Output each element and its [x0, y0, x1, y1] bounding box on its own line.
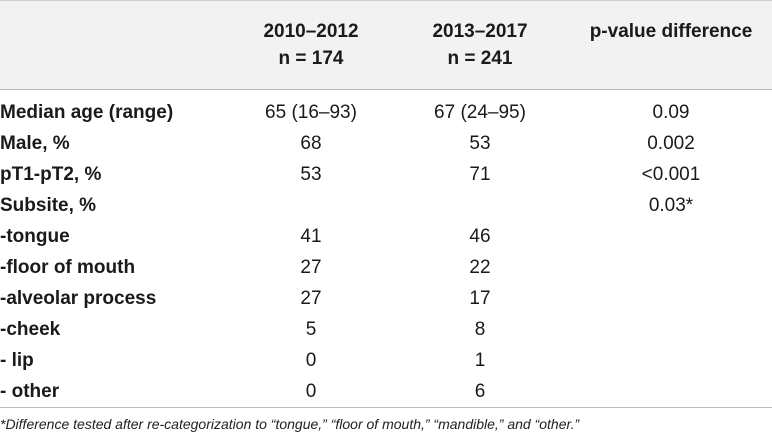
- table-row: -cheek 5 8: [0, 314, 772, 345]
- header-period-2010-2012-n: n = 174: [278, 48, 344, 69]
- cell-p-value: 0.03*: [648, 195, 694, 216]
- row-label: Subsite, %: [0, 195, 97, 216]
- table-row: - other 0 6: [0, 376, 772, 407]
- header-period-2013-2017-years: 2013–2017: [432, 21, 528, 42]
- cell-2013-2017: 53: [469, 133, 491, 154]
- table-row: - lip 0 1: [0, 345, 772, 376]
- row-label: -floor of mouth: [0, 257, 136, 278]
- cell-p-value: <0.001: [641, 164, 701, 185]
- row-label: -tongue: [0, 226, 70, 247]
- table-row: -alveolar process 27 17: [0, 283, 772, 314]
- cell-2010-2012: 0: [305, 350, 317, 371]
- footnote-divider: [0, 407, 772, 408]
- cell-2010-2012: 65 (16–93): [265, 102, 357, 123]
- cell-2013-2017: 67 (24–95): [434, 102, 526, 123]
- row-label: -alveolar process: [0, 288, 157, 309]
- cell-2013-2017: 8: [474, 319, 486, 340]
- table-row: Male, % 68 53 0.002: [0, 128, 772, 159]
- table-row: Subsite, % 0.03*: [0, 190, 772, 221]
- cell-2013-2017: 6: [474, 381, 486, 402]
- header-period-2010-2012-years: 2010–2012: [263, 21, 359, 42]
- cell-2013-2017: 17: [469, 288, 491, 309]
- row-label: pT1-pT2, %: [0, 164, 102, 185]
- table-header: 2010–2012 n = 174 2013–2017 n = 241 p-va…: [0, 0, 772, 90]
- header-period-2013-2017-n: n = 241: [447, 48, 513, 69]
- header-period-2013-2017: 2013–2017 n = 241: [394, 18, 566, 72]
- cell-p-value: 0.002: [647, 133, 695, 154]
- header-p-value: p-value difference: [570, 18, 772, 45]
- cell-2010-2012: 5: [305, 319, 317, 340]
- table-body: Median age (range) 65 (16–93) 67 (24–95)…: [0, 94, 772, 407]
- row-label: - lip: [0, 350, 34, 371]
- cell-2013-2017: 22: [469, 257, 491, 278]
- cell-2013-2017: 1: [474, 350, 486, 371]
- cell-2010-2012: 68: [300, 133, 322, 154]
- cell-2010-2012: 27: [300, 257, 322, 278]
- header-p-value-label: p-value difference: [589, 21, 753, 42]
- row-label: -cheek: [0, 319, 61, 340]
- cell-p-value: 0.09: [652, 102, 690, 123]
- table-footnote: *Difference tested after re-categorizati…: [0, 416, 580, 432]
- row-label: - other: [0, 381, 60, 402]
- cell-2010-2012: 27: [300, 288, 322, 309]
- table-row: -tongue 41 46: [0, 221, 772, 252]
- header-period-2010-2012: 2010–2012 n = 174: [225, 18, 397, 72]
- row-label: Median age (range): [0, 102, 174, 123]
- table-row: Median age (range) 65 (16–93) 67 (24–95)…: [0, 97, 772, 128]
- cell-2013-2017: 71: [469, 164, 491, 185]
- table-row: -floor of mouth 27 22: [0, 252, 772, 283]
- cell-2010-2012: 0: [305, 381, 317, 402]
- cell-2013-2017: 46: [469, 226, 491, 247]
- cell-2010-2012: 53: [300, 164, 322, 185]
- cell-2010-2012: 41: [300, 226, 322, 247]
- table-row: pT1-pT2, % 53 71 <0.001: [0, 159, 772, 190]
- row-label: Male, %: [0, 133, 70, 154]
